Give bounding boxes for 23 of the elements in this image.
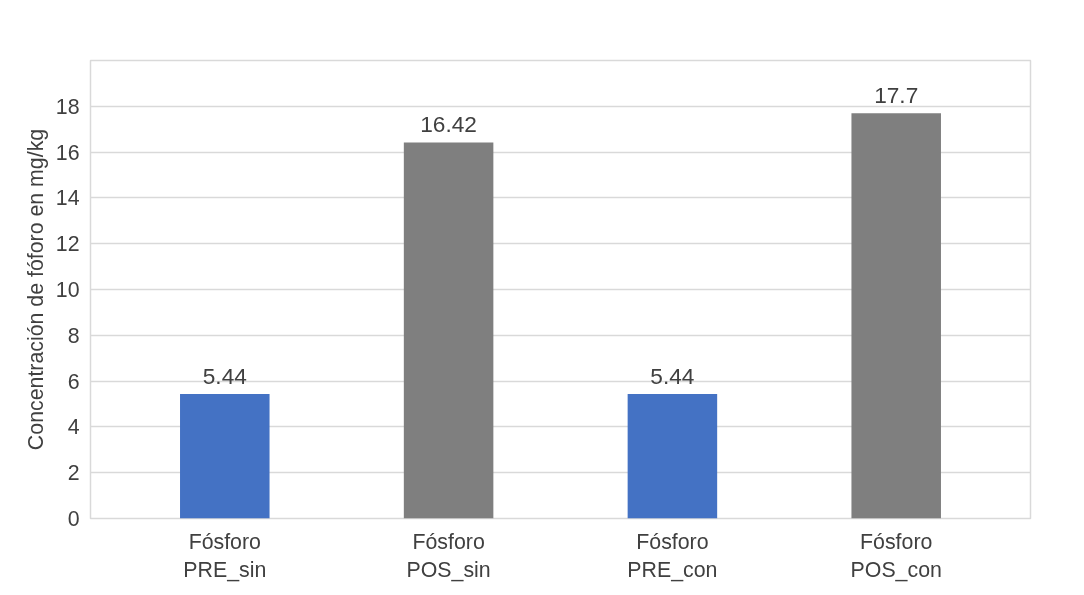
y-tick-label: 14 <box>55 186 80 211</box>
y-tick-label: 8 <box>67 323 80 348</box>
x-tick-label: Fósforo POS_con <box>850 529 942 583</box>
bar <box>627 393 718 519</box>
y-tick-label: 0 <box>67 507 80 531</box>
bar <box>180 393 270 519</box>
y-tick-label: 18 <box>55 94 80 119</box>
y-tick-label: 12 <box>55 232 80 257</box>
y-tick-label: 6 <box>67 369 80 394</box>
data-label: 16.42 <box>420 111 477 138</box>
y-axis-title: Concentración de fóforo en mg/kg <box>23 128 48 451</box>
x-tick-label: Fósforo PRE_con <box>627 529 718 583</box>
data-label: 17.7 <box>874 82 919 109</box>
y-tick-label: 4 <box>67 415 80 440</box>
y-tick-label: 16 <box>55 140 80 165</box>
y-tick-label: 10 <box>55 278 80 302</box>
data-label: 5.44 <box>202 362 247 389</box>
bar <box>403 142 494 519</box>
x-tick-label: Fósforo POS_sin <box>406 529 491 583</box>
x-tick-label: Fósforo PRE_sin <box>183 529 267 583</box>
bar <box>851 113 941 519</box>
y-tick-label: 2 <box>67 461 80 486</box>
data-label: 5.44 <box>650 362 695 389</box>
